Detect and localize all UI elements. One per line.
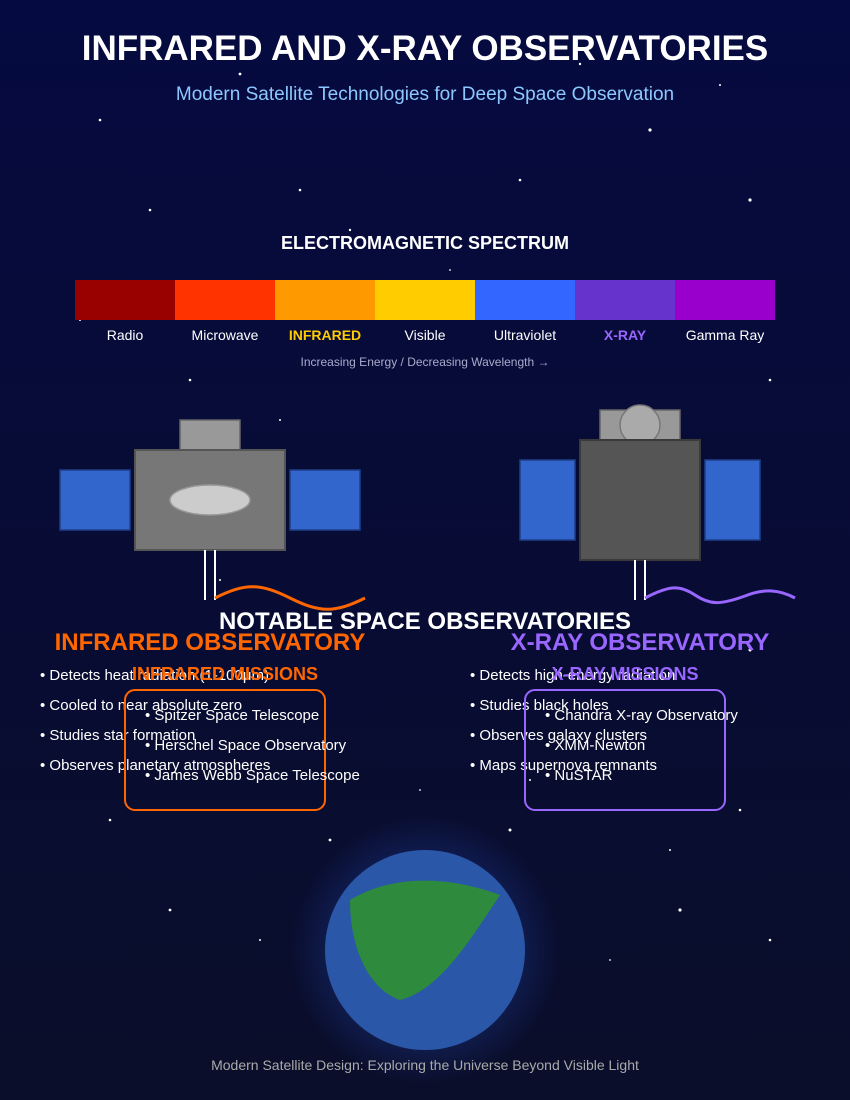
list-item: • Observes galaxy clusters [470,727,647,744]
earth-continent [350,880,500,1000]
xray-feature-list: • Detects high-energy radiation • Studies… [470,667,675,774]
xray-satellite [519,404,796,605]
xray-missions-box [524,689,726,811]
list-item: • Cooled to near absolute zero [40,697,242,714]
list-item: • Herschel Space Observatory [145,737,347,754]
spectrum-band-label: X-RAY [604,327,647,343]
satellite-body [579,439,701,561]
list-item: • Studies star formation [40,727,195,744]
xray-heading: X-RAY OBSERVATORY [511,629,770,656]
infrared-satellite [59,419,366,611]
spectrum-band [375,280,475,320]
solar-panel-left [59,469,131,531]
list-item: • NuSTAR [545,767,613,784]
xray-missions-heading: X-RAY MISSIONS [551,664,698,684]
xray-wave [644,586,796,605]
spectrum-band [575,280,675,320]
infrared-wave [214,585,366,611]
notable-heading: NOTABLE SPACE OBSERVATORIES [219,608,631,635]
spectrum-bar: Radio Microwave INFRARED Visible Ultraviolet… [75,280,775,343]
infrared-feature-list: • Detects heat radiation (1-100μm) • Cool… [40,667,270,774]
list-item: • Spitzer Space Telescope [145,707,319,724]
spectrum-band-label: Microwave [192,327,259,343]
page-subtitle: Modern Satellite Technologies for Deep S… [176,84,674,105]
spectrum-band-label: Ultraviolet [494,327,556,343]
solar-panel-right [289,469,361,531]
spectrum-band [475,280,575,320]
spectrum-band-label: INFRARED [289,327,361,343]
spectrum-band [75,280,175,320]
star-field [79,62,772,961]
list-item: • XMM-Newton [545,737,645,754]
spectrum-band [275,280,375,320]
list-item: • James Webb Space Telescope [145,767,360,784]
list-item: • Detects heat radiation (1-100μm) [40,667,269,684]
telescope-lens [169,484,251,516]
spectrum-caption: Increasing Energy / Decreasing Wavelengt… [300,355,549,369]
xray-mission-list: • Chandra X-ray Observatory • XMM-Newton •… [545,707,738,784]
list-item: • Maps supernova remnants [470,757,657,774]
spectrum-band-label: Visible [405,327,446,343]
list-item: • Studies black holes [470,697,609,714]
infrared-mission-list: • Spitzer Space Telescope • Herschel Spac… [145,707,360,784]
spectrum-band [675,280,775,320]
list-item: • Observes planetary atmospheres [40,757,270,774]
solar-panel-left [519,459,576,541]
list-item: • Chandra X-ray Observatory [545,707,738,724]
solar-panel-right [704,459,761,541]
spectrum-band-label: Gamma Ray [686,327,765,343]
list-item: • Detects high-energy radiation [470,667,675,684]
infrared-heading: INFRARED OBSERVATORY [55,629,366,656]
spectrum-band-label: Radio [107,327,144,343]
spectrum-band [175,280,275,320]
spectrum-heading: ELECTROMAGNETIC SPECTRUM [281,233,569,253]
footer-caption: Modern Satellite Design: Exploring the U… [211,1057,639,1073]
satellite-top-module [179,419,241,451]
infrared-missions-heading: INFRARED MISSIONS [132,664,318,684]
page-title: INFRARED AND X-RAY OBSERVATORIES [82,29,769,68]
infrared-missions-box [124,689,326,811]
